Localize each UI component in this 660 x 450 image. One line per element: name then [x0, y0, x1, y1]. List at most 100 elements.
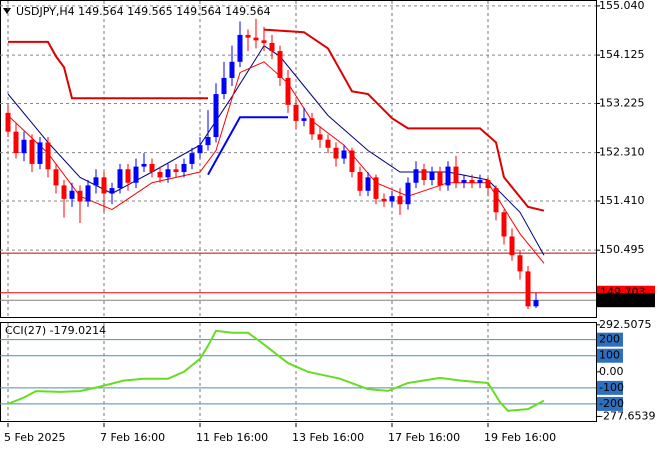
- candle-body: [461, 180, 467, 183]
- y-tick-label: 155.040: [599, 0, 645, 12]
- candle-body: [445, 166, 451, 186]
- candle-body: [381, 198, 387, 202]
- level-label-box: [597, 380, 623, 395]
- candle-body: [525, 271, 531, 307]
- candle-body: [349, 150, 355, 172]
- y-tick-label: -277.6539: [599, 409, 655, 422]
- candle-body: [141, 163, 147, 167]
- candle-body: [229, 61, 235, 78]
- candle-body: [237, 34, 243, 62]
- candle-body: [101, 177, 107, 194]
- candle-body: [53, 169, 59, 186]
- candle-body: [485, 180, 491, 189]
- candle-body: [245, 34, 251, 38]
- candle-body: [365, 177, 371, 191]
- candle-body: [197, 145, 203, 154]
- candle-body: [181, 163, 187, 172]
- candle-body: [253, 37, 259, 41]
- y-tick-label: 200: [599, 333, 620, 346]
- x-tick-label: 7 Feb 16:00: [100, 431, 165, 444]
- panel-frame: [0, 0, 597, 318]
- x-tick-label: 5 Feb 2025: [4, 431, 65, 444]
- y-tick-label: 150.495: [599, 243, 645, 256]
- candle-body: [85, 185, 91, 202]
- candle-body: [165, 169, 171, 178]
- x-tick-label: 11 Feb 16:00: [196, 431, 268, 444]
- candle-body: [501, 212, 507, 237]
- y-tick-label: -100: [599, 381, 624, 394]
- candle-body: [77, 190, 83, 202]
- x-tick-label: 17 Feb 16:00: [388, 431, 460, 444]
- indicator-title: CCI(27) -179.0214: [5, 324, 106, 337]
- candle-body: [453, 166, 459, 183]
- candle-body: [277, 51, 283, 78]
- candle-body: [125, 169, 131, 183]
- candle-body: [29, 139, 35, 164]
- candle-body: [373, 177, 379, 199]
- cci-line: [7, 329, 545, 412]
- candle-body: [397, 196, 403, 205]
- candle-body: [269, 42, 275, 52]
- candle-body: [405, 182, 411, 205]
- candle-body: [325, 139, 331, 148]
- candle-body: [509, 236, 515, 256]
- level-label-box: [597, 396, 623, 411]
- y-tick-label: 0.00: [599, 365, 624, 378]
- chart-title: USDJPY,H4 149.564 149.565 149.564 149.56…: [16, 5, 271, 18]
- candle-body: [157, 171, 163, 178]
- y-tick-label: 154.125: [599, 48, 645, 61]
- x-tick-label: 19 Feb 16:00: [484, 431, 556, 444]
- candle-body: [317, 134, 323, 140]
- y-tick-label: 151.410: [599, 194, 645, 207]
- candle-body: [285, 77, 291, 105]
- candle-body: [413, 169, 419, 183]
- candle-body: [261, 40, 267, 43]
- x-tick-label: 13 Feb 16:00: [292, 431, 364, 444]
- candle-body: [341, 150, 347, 159]
- candle-body: [93, 177, 99, 186]
- candle-body: [421, 169, 427, 181]
- candle-body: [389, 196, 395, 202]
- candle-body: [61, 185, 67, 199]
- candle-body: [293, 104, 299, 121]
- y-tick-label: -200: [599, 397, 624, 410]
- y-tick-label: 152.310: [599, 146, 645, 159]
- candle-body: [333, 147, 339, 159]
- candle-body: [221, 77, 227, 95]
- candle-body: [477, 180, 483, 183]
- candle-body: [205, 137, 211, 146]
- candle-body: [357, 171, 363, 191]
- candle-body: [173, 169, 179, 172]
- candle-body: [437, 171, 443, 186]
- candle-body: [5, 112, 11, 132]
- level-label-box: [597, 348, 623, 363]
- candle-body: [21, 139, 27, 154]
- candle-body: [133, 166, 139, 183]
- candle-body: [149, 163, 155, 172]
- candle-body: [309, 118, 315, 135]
- candle-body: [213, 94, 219, 138]
- candle-body: [533, 300, 539, 307]
- candle-body: [69, 190, 75, 199]
- price-box-label: 149.564: [600, 293, 646, 306]
- indicator-line: [8, 28, 545, 212]
- candle-body: [13, 131, 19, 154]
- indicator-line: [207, 116, 288, 176]
- candle-body: [301, 118, 307, 121]
- menu-triangle: [3, 8, 11, 14]
- candle-body: [45, 142, 51, 170]
- level-label-box: [597, 332, 623, 347]
- y-tick-label: 153.225: [599, 96, 645, 109]
- candle-body: [517, 255, 523, 272]
- candle-body: [469, 180, 475, 183]
- candle-body: [117, 169, 123, 189]
- candle-body: [493, 188, 499, 213]
- candle-body: [109, 188, 115, 194]
- candle-body: [37, 142, 43, 164]
- candle-body: [189, 153, 195, 164]
- y-tick-label: 292.5075: [599, 318, 652, 331]
- candle-body: [429, 171, 435, 181]
